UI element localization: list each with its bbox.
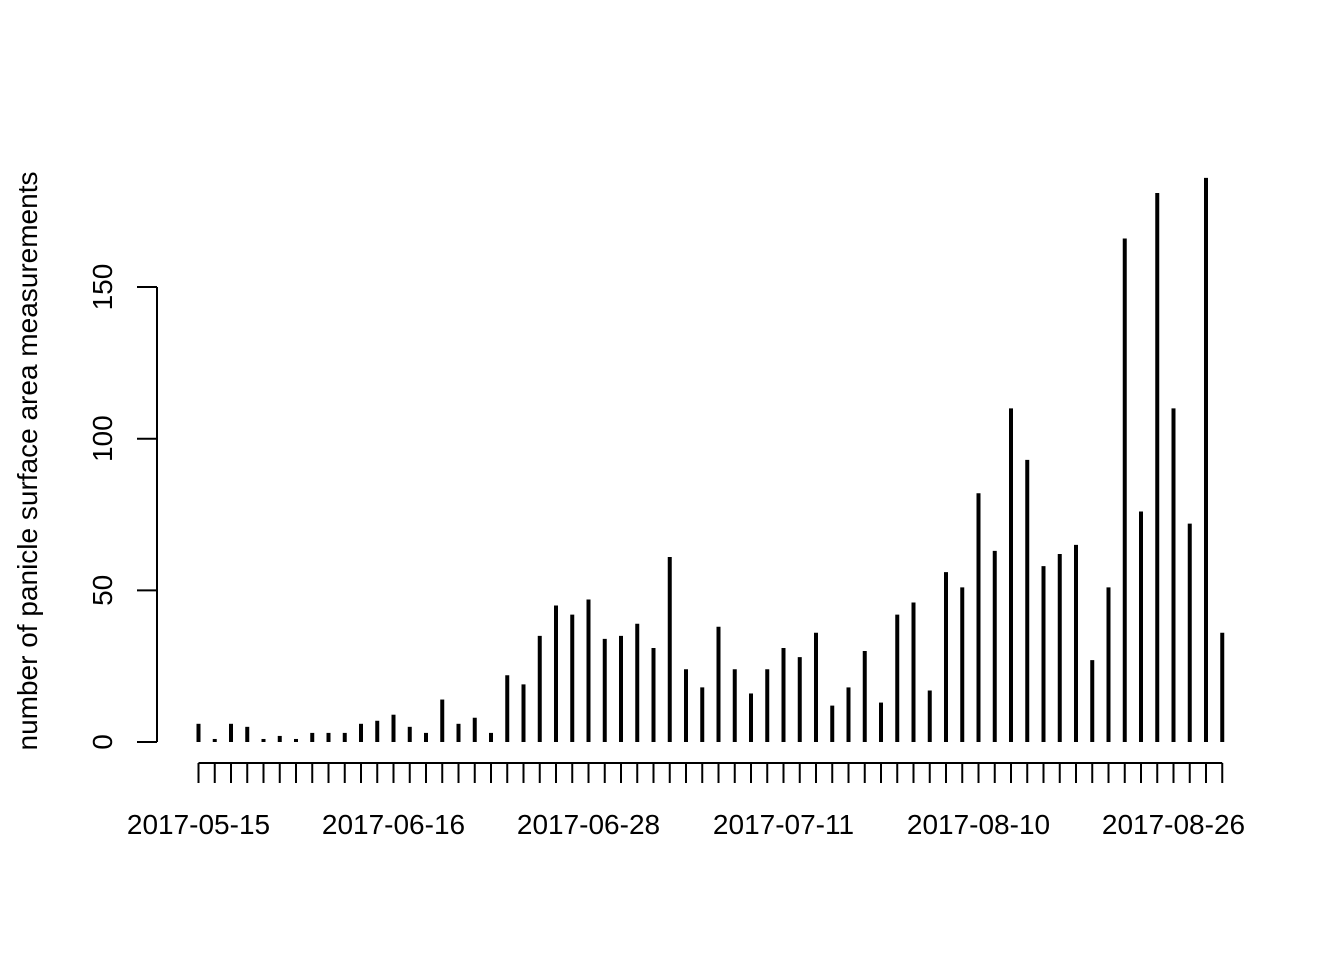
x-tick-label: 2017-08-26: [1102, 809, 1245, 840]
y-axis-label: number of panicle surface area measureme…: [12, 172, 43, 751]
bars: [196, 177, 1225, 742]
x-tick-label: 2017-06-28: [517, 809, 660, 840]
x-axis: 2017-05-15 2017-06-16 2017-06-28 2017-07-11…: [127, 762, 1245, 840]
y-tick-label: 50: [87, 575, 118, 606]
y-tick-label: 100: [87, 415, 118, 462]
x-tick-label: 2017-05-15: [127, 809, 270, 840]
x-tick-label: 2017-07-11: [713, 809, 854, 840]
x-tick-label: 2017-08-10: [907, 809, 1050, 840]
y-axis: 0 50 100 150: [87, 264, 158, 750]
y-tick-label: 150: [87, 264, 118, 311]
x-tick-label: 2017-06-16: [322, 809, 465, 840]
y-tick-label: 0: [87, 734, 118, 750]
